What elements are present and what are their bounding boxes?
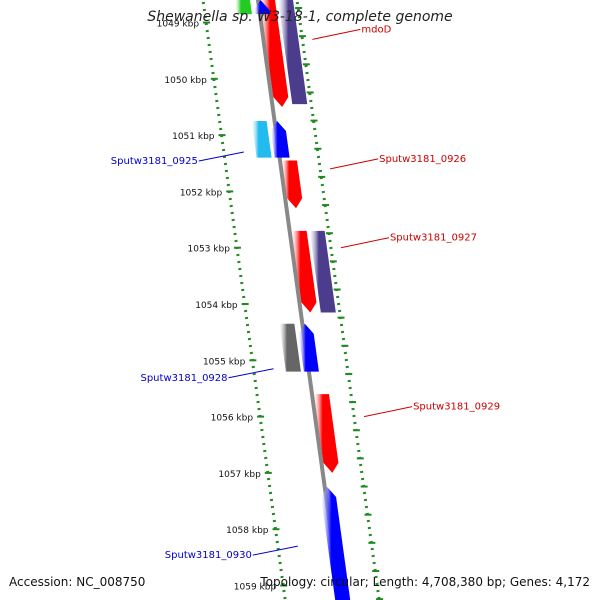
gene-label-leader xyxy=(312,28,361,40)
reverse-gene-arrow xyxy=(321,486,351,600)
gene-label-leader xyxy=(198,151,244,162)
feature-band xyxy=(251,121,272,158)
gene-label: Sputw3181_0926 xyxy=(379,154,466,165)
tick-label: 1052 kbp xyxy=(180,188,223,198)
genome-summary-text: Topology: circular; Length: 4,708,380 bp… xyxy=(260,575,590,589)
gene-label: Sputw3181_0930 xyxy=(165,550,252,561)
reverse-gene-arrow xyxy=(254,0,270,15)
feature-band xyxy=(279,323,301,372)
tick-label: 1051 kbp xyxy=(172,132,215,142)
reverse-gene-arrow xyxy=(270,121,290,158)
gene-label-leader xyxy=(330,158,379,170)
tick-label: 1054 kbp xyxy=(195,301,238,311)
tick-label: 1057 kbp xyxy=(218,470,261,480)
tick-label: 1059 kbp xyxy=(234,583,277,593)
forward-gene-arrow xyxy=(260,0,289,107)
tick-label: 1050 kbp xyxy=(164,76,207,86)
feature-band xyxy=(235,0,252,15)
forward-gene-arrow xyxy=(291,230,317,313)
gene-label-leader xyxy=(363,406,413,418)
genome-title: Shewanella sp. W3-18-1, complete genome xyxy=(147,9,453,25)
gene-label-leader xyxy=(340,237,390,249)
gene-label: Sputw3181_0927 xyxy=(390,233,477,244)
gene-label: mdoD xyxy=(361,24,391,35)
tick-label: 1058 kbp xyxy=(226,526,269,536)
gene-label-leader xyxy=(228,368,274,379)
gene-label: Sputw3181_0925 xyxy=(111,156,198,167)
forward-gene-arrow xyxy=(313,394,339,473)
feature-band xyxy=(309,230,336,313)
gene-label-leader xyxy=(252,545,298,556)
feature-band xyxy=(278,0,308,105)
tick-label: 1049 kbp xyxy=(157,20,200,30)
gene-label: Sputw3181_0928 xyxy=(140,373,227,384)
tick-label: 1053 kbp xyxy=(188,245,231,255)
gene-label: Sputw3181_0929 xyxy=(413,402,500,413)
tick-label: 1055 kbp xyxy=(203,357,246,367)
tick-label: 1056 kbp xyxy=(211,414,254,424)
accession-text: Accession: NC_008750 xyxy=(9,575,146,589)
reverse-gene-arrow xyxy=(298,323,319,372)
forward-gene-arrow xyxy=(281,160,303,209)
